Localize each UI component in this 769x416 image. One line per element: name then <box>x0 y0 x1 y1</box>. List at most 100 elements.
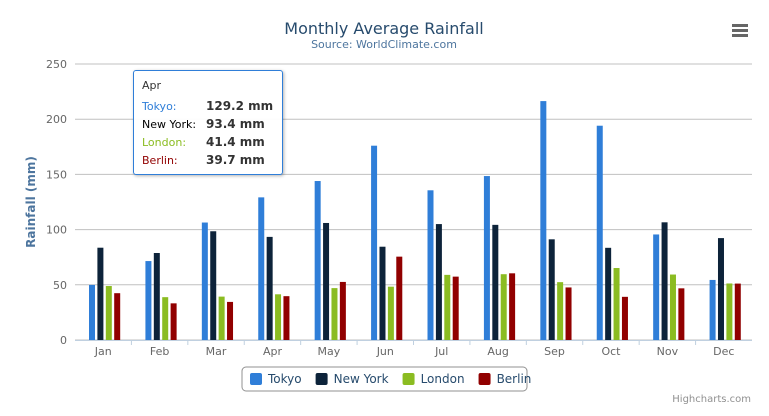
bar-tokyo[interactable] <box>653 234 660 340</box>
legend-symbol <box>315 373 328 385</box>
bar-tokyo[interactable] <box>258 197 265 340</box>
bar-new-york[interactable] <box>266 236 273 340</box>
y-tick-label: 0 <box>60 334 67 347</box>
bar-tokyo[interactable] <box>709 279 716 340</box>
chart-subtitle: Source: WorldClimate.com <box>311 38 457 51</box>
bar-london[interactable] <box>557 282 564 340</box>
bar-tokyo[interactable] <box>596 125 603 341</box>
legend-symbol <box>478 373 491 385</box>
bar-new-york[interactable] <box>492 224 499 340</box>
x-tick-label: Sep <box>544 345 565 358</box>
bar-london[interactable] <box>726 283 733 340</box>
bar-london[interactable] <box>105 286 112 340</box>
bar-new-york[interactable] <box>548 239 555 340</box>
bar-new-york[interactable] <box>661 222 668 340</box>
bar-tokyo[interactable] <box>540 101 547 341</box>
bar-berlin[interactable] <box>170 303 177 340</box>
tooltip-value: 39.7 mm <box>206 153 265 167</box>
tooltip-row: London: 41.4 mm <box>142 133 282 151</box>
bar-new-york[interactable] <box>435 224 442 340</box>
bar-berlin[interactable] <box>283 296 290 340</box>
bar-london[interactable] <box>500 274 507 340</box>
tooltip-series-name: London: <box>142 135 187 149</box>
bar-berlin[interactable] <box>396 256 403 340</box>
x-tick-label: Jun <box>376 345 394 358</box>
x-tick-label: Dec <box>713 345 734 358</box>
legend-symbol <box>402 373 415 385</box>
bar-new-york[interactable] <box>210 231 217 340</box>
bar-london[interactable] <box>387 286 394 340</box>
bar-tokyo[interactable] <box>314 181 321 340</box>
bar-berlin[interactable] <box>452 276 459 340</box>
legend-item[interactable]: New York <box>315 372 389 386</box>
bar-new-york[interactable] <box>97 247 104 340</box>
legend-label: New York <box>334 372 389 386</box>
bar-new-york[interactable] <box>323 222 330 340</box>
x-tick-label: Aug <box>487 345 508 358</box>
legend-box <box>241 366 528 392</box>
bar-london[interactable] <box>218 296 225 340</box>
legend-item[interactable]: Berlin <box>478 372 532 386</box>
bar-berlin[interactable] <box>565 287 572 340</box>
y-tick-label: 100 <box>46 224 67 237</box>
bar-berlin[interactable] <box>339 281 346 340</box>
bar-berlin[interactable] <box>509 273 516 340</box>
y-axis-title: Rainfall (mm) <box>24 156 38 248</box>
tooltip-value: 129.2 mm <box>206 99 274 113</box>
legend-symbol <box>250 373 262 385</box>
bar-tokyo[interactable] <box>145 261 152 340</box>
chart-title: Monthly Average Rainfall <box>284 19 483 38</box>
hamburger-menu-icon[interactable] <box>732 24 748 27</box>
bar-new-york[interactable] <box>605 247 612 340</box>
tooltip-header: Apr <box>142 79 162 92</box>
tooltip-series-name: Tokyo: <box>142 99 177 113</box>
tooltip-value: 93.4 mm <box>206 117 265 131</box>
tooltip-series-name: New York: <box>142 117 197 131</box>
bar-berlin[interactable] <box>734 283 741 340</box>
bar-tokyo[interactable] <box>89 284 95 340</box>
legend-item[interactable]: Tokyo <box>250 372 302 386</box>
bar-tokyo[interactable] <box>483 176 490 340</box>
bar-berlin[interactable] <box>227 301 234 340</box>
x-tick-label: Feb <box>150 345 169 358</box>
bar-london[interactable] <box>162 297 169 340</box>
bar-london[interactable] <box>669 274 676 340</box>
bar-new-york[interactable] <box>379 246 386 340</box>
x-tick-label: Oct <box>601 345 621 358</box>
y-tick-label: 250 <box>46 58 67 71</box>
bar-london[interactable] <box>444 274 451 340</box>
y-tick-label: 150 <box>46 168 67 181</box>
tooltip-row: New York: 93.4 mm <box>142 115 282 133</box>
x-tick-label: Apr <box>263 345 283 358</box>
legend-label: Berlin <box>497 372 532 386</box>
tooltip-row: Berlin: 39.7 mm <box>142 151 282 169</box>
bar-tokyo[interactable] <box>201 222 208 340</box>
bar-berlin[interactable] <box>678 288 685 340</box>
credits-link[interactable]: Highcharts.com <box>672 394 751 405</box>
x-tick-label: Nov <box>657 345 679 358</box>
legend-label: London <box>421 372 465 386</box>
y-tick-label: 50 <box>53 279 67 292</box>
bar-london[interactable] <box>331 288 338 340</box>
legend-item[interactable]: London <box>402 372 465 386</box>
bar-new-york[interactable] <box>153 253 160 340</box>
bar-london[interactable] <box>613 268 620 340</box>
bar-berlin[interactable] <box>114 293 121 340</box>
tooltip-value: 41.4 mm <box>206 135 265 149</box>
bar-tokyo[interactable] <box>371 145 378 340</box>
bar-london[interactable] <box>275 294 282 340</box>
tooltip-series-name: Berlin: <box>142 153 178 167</box>
x-tick-label: Jan <box>94 345 112 358</box>
y-tick-label: 200 <box>46 113 67 126</box>
x-tick-label: Mar <box>206 345 227 358</box>
x-tick-label: May <box>318 345 341 358</box>
legend-label: Tokyo <box>267 372 302 386</box>
menu-button[interactable] <box>728 18 752 42</box>
bar-new-york[interactable] <box>717 238 724 340</box>
bar-tokyo[interactable] <box>427 190 434 340</box>
tooltip-row: Tokyo: 129.2 mm <box>142 97 282 115</box>
tooltip: Apr Tokyo: 129.2 mm New York: 93.4 mm London… <box>133 70 283 175</box>
bar-berlin[interactable] <box>621 296 628 340</box>
